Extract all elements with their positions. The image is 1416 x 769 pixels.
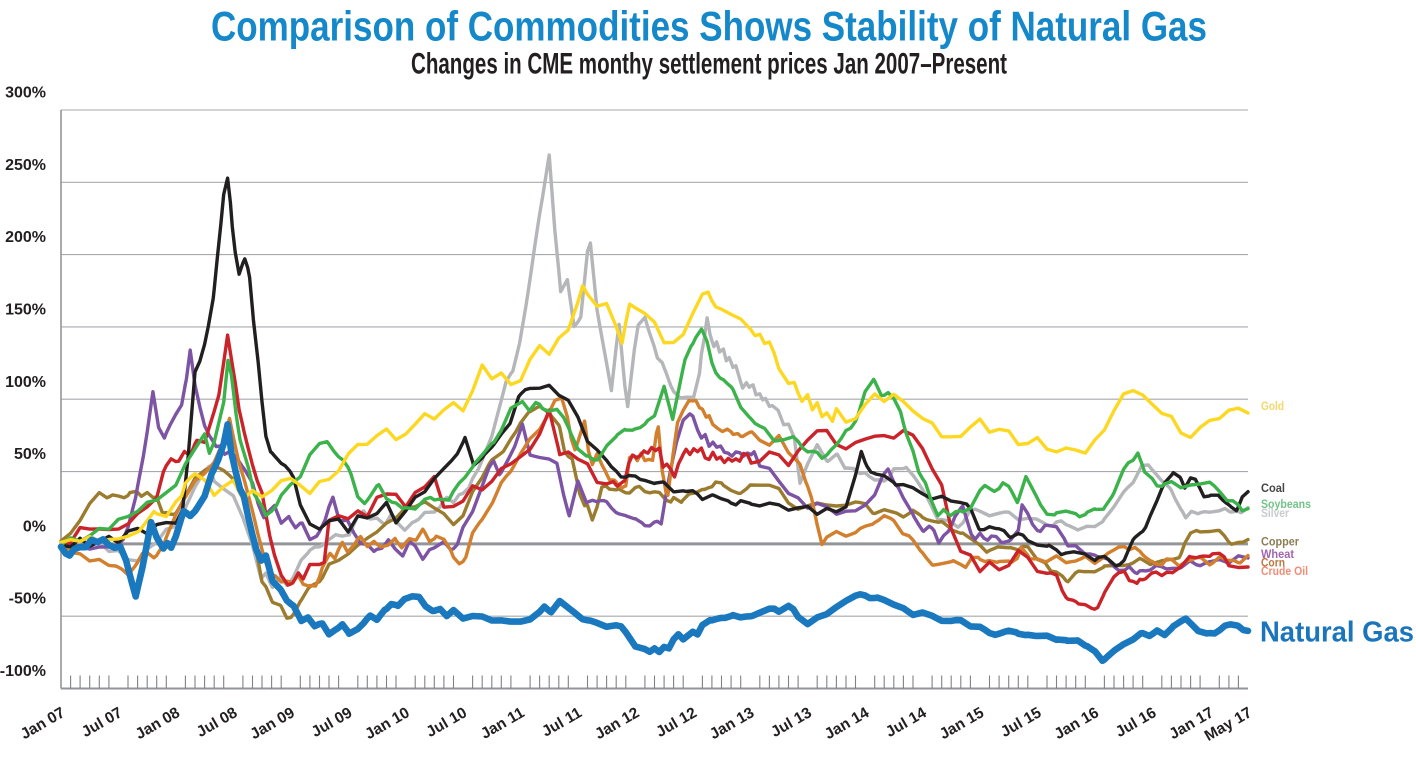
svg-text:50%: 50%: [14, 446, 46, 463]
svg-text:-50%: -50%: [9, 591, 46, 608]
svg-text:0%: 0%: [23, 518, 46, 535]
svg-text:Crude Oil: Crude Oil: [1261, 566, 1308, 578]
svg-text:300%: 300%: [5, 85, 46, 102]
svg-text:250%: 250%: [5, 157, 46, 174]
svg-text:Coal: Coal: [1261, 483, 1285, 495]
svg-text:Changes in CME monthy settleme: Changes in CME monthy settlement prices …: [411, 48, 1007, 81]
svg-text:Silver: Silver: [1261, 508, 1289, 520]
svg-text:Wheat: Wheat: [1261, 549, 1294, 561]
svg-text:150%: 150%: [5, 301, 46, 318]
svg-text:Corn: Corn: [1261, 557, 1285, 569]
svg-text:100%: 100%: [5, 374, 46, 391]
svg-text:-100%: -100%: [0, 663, 46, 680]
svg-text:Copper: Copper: [1261, 536, 1299, 548]
svg-text:Soybeans: Soybeans: [1261, 499, 1311, 511]
svg-text:Comparison of Commodities Show: Comparison of Commodities Shows Stabilit…: [211, 3, 1207, 50]
svg-text:Natural Gas: Natural Gas: [1260, 617, 1414, 649]
svg-text:Gold: Gold: [1261, 401, 1284, 413]
svg-text:200%: 200%: [5, 229, 46, 246]
